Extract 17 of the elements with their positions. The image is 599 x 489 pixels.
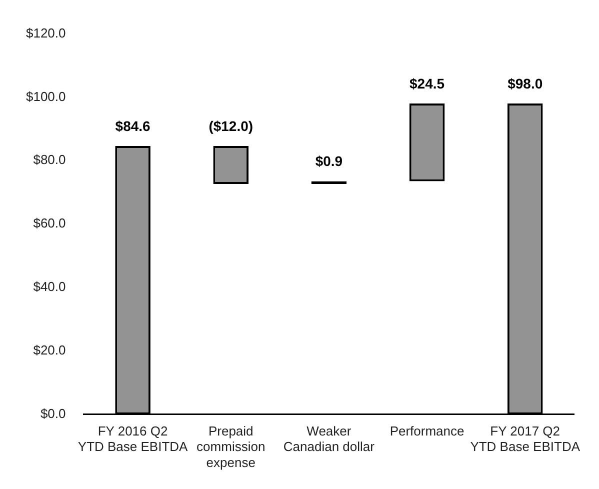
data-label: $24.5	[410, 75, 445, 92]
y-tick-label: $40.0	[33, 278, 66, 294]
y-tick-label: $100.0	[26, 88, 66, 104]
y-tick-label: $60.0	[33, 216, 66, 231]
x-tick-label: Prepaid commission expense	[196, 424, 266, 470]
x-tick-label: Performance	[390, 424, 464, 439]
y-tick-label: $0.0	[40, 406, 66, 421]
data-label: ($12.0)	[208, 118, 254, 134]
x-tick-label: FY 2017 Q2 YTD Base EBITDA	[470, 424, 580, 454]
y-tick-label: $80.0	[33, 152, 66, 168]
data-label: $84.6	[115, 118, 151, 134]
x-tick-label: Weaker Canadian dollar	[283, 424, 376, 454]
y-tick-label: $20.0	[33, 342, 66, 358]
data-label: $0.9	[315, 153, 343, 170]
y-tick-label: $120.0	[26, 25, 66, 40]
data-label: $98.0	[508, 75, 543, 92]
x-tick-label: FY 2016 Q2 YTD Base EBITDA	[78, 424, 188, 454]
